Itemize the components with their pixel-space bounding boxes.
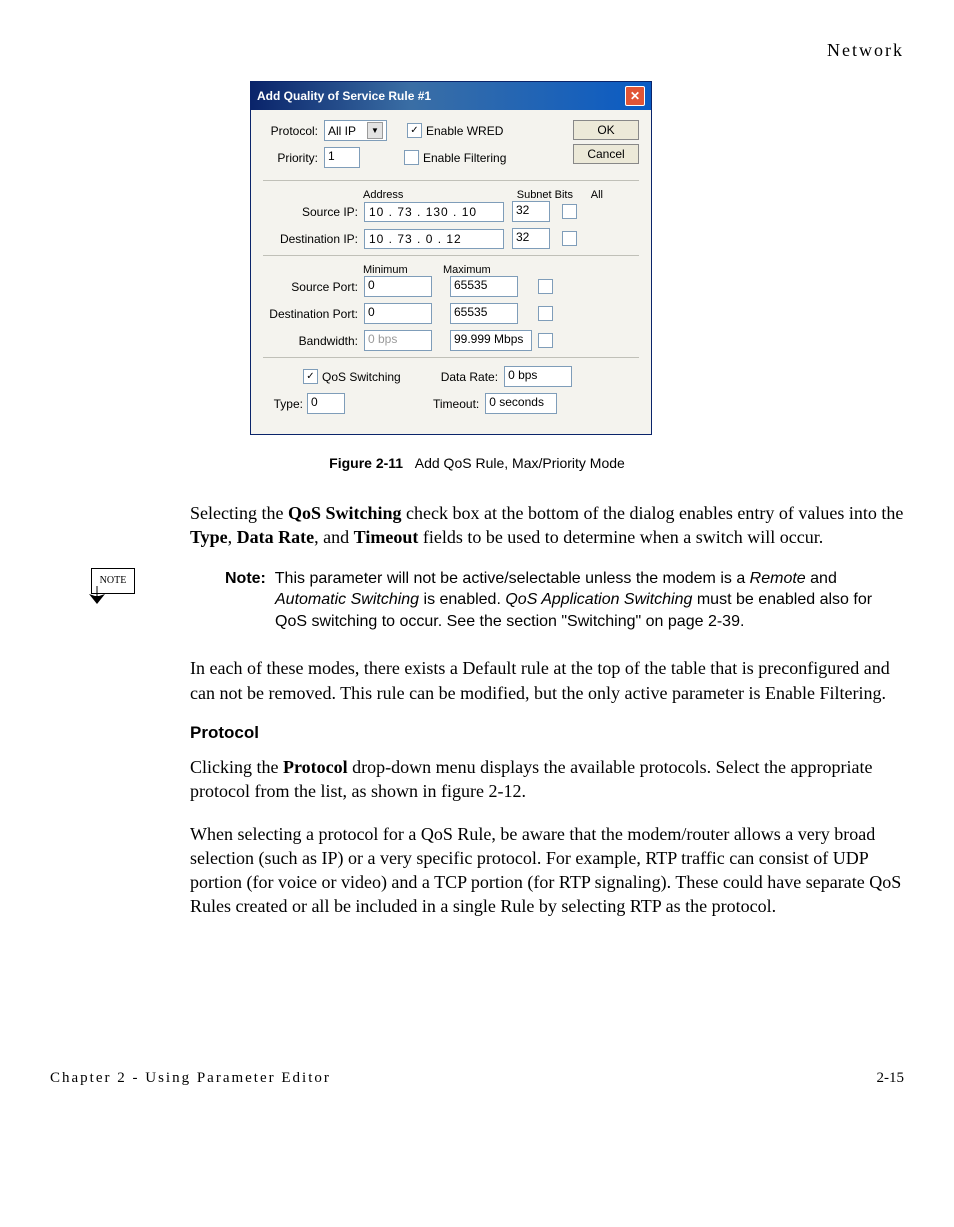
figure-caption-text: Add QoS Rule, Max/Priority Mode xyxy=(415,455,625,471)
enable-filtering-label: Enable Filtering xyxy=(423,151,506,165)
dest-port-all-checkbox[interactable] xyxy=(538,306,553,321)
timeout-input[interactable]: 0 seconds xyxy=(485,393,557,414)
enable-wred-checkbox[interactable]: ✓ xyxy=(407,123,422,138)
qos-switching-checkbox[interactable]: ✓ xyxy=(303,369,318,384)
note-block: NOTE Note: This parameter will not be ac… xyxy=(50,568,904,633)
source-port-max-input[interactable]: 65535 xyxy=(450,276,518,297)
dialog-title-text: Add Quality of Service Rule #1 xyxy=(257,89,431,103)
figure-caption: Figure 2-11 Add QoS Rule, Max/Priority M… xyxy=(50,455,904,471)
bandwidth-min-input: 0 bps xyxy=(364,330,432,351)
data-rate-label: Data Rate: xyxy=(441,370,498,384)
page-footer: Chapter 2 - Using Parameter Editor 2-15 xyxy=(50,1070,904,1087)
qos-dialog: Add Quality of Service Rule #1 ✕ Protoco… xyxy=(250,81,652,435)
source-port-min-input[interactable]: 0 xyxy=(364,276,432,297)
source-ip-label: Source IP: xyxy=(263,205,364,219)
dest-port-label: Destination Port: xyxy=(263,307,364,321)
dest-subnet-input[interactable]: 32 xyxy=(512,228,550,249)
footer-page-number: 2-15 xyxy=(877,1070,905,1087)
protocol-label: Protocol: xyxy=(263,124,324,138)
source-port-label: Source Port: xyxy=(263,280,364,294)
minimum-header: Minimum xyxy=(363,264,443,276)
note-arrow-icon xyxy=(89,586,109,606)
close-icon[interactable]: ✕ xyxy=(625,86,645,106)
footer-chapter-prefix: Chapter 2 - xyxy=(50,1070,145,1086)
cancel-button[interactable]: Cancel xyxy=(573,144,639,164)
bandwidth-max-input[interactable]: 99.999 Mbps xyxy=(450,330,532,351)
type-label: Type: xyxy=(263,397,307,411)
timeout-label: Timeout: xyxy=(433,397,479,411)
bandwidth-label: Bandwidth: xyxy=(263,334,364,348)
ok-button[interactable]: OK xyxy=(573,120,639,140)
paragraph-protocol-2: When selecting a protocol for a QoS Rule… xyxy=(190,822,904,919)
all-header: All xyxy=(573,189,603,201)
enable-wred-label: Enable WRED xyxy=(426,124,503,138)
qos-switching-label: QoS Switching xyxy=(322,370,401,384)
paragraph-qos-switching: Selecting the QoS Switching check box at… xyxy=(190,501,904,550)
dest-ip-input[interactable]: 10 . 73 . 0 . 12 xyxy=(364,229,504,249)
dest-ip-label: Destination IP: xyxy=(263,232,364,246)
note-icon: NOTE xyxy=(85,568,135,604)
data-rate-input[interactable]: 0 bps xyxy=(504,366,572,387)
dest-all-checkbox[interactable] xyxy=(562,231,577,246)
subnet-header: Subnet Bits xyxy=(503,189,573,201)
source-subnet-input[interactable]: 32 xyxy=(512,201,550,222)
dest-port-max-input[interactable]: 65535 xyxy=(450,303,518,324)
section-heading-protocol: Protocol xyxy=(190,723,904,743)
bandwidth-all-checkbox[interactable] xyxy=(538,333,553,348)
chevron-down-icon[interactable]: ▼ xyxy=(367,122,383,139)
paragraph-protocol-1: Clicking the Protocol drop-down menu dis… xyxy=(190,755,904,804)
type-input[interactable]: 0 xyxy=(307,393,345,414)
source-ip-input[interactable]: 10 . 73 . 130 . 10 xyxy=(364,202,504,222)
source-all-checkbox[interactable] xyxy=(562,204,577,219)
paragraph-default-rule: In each of these modes, there exists a D… xyxy=(190,656,904,705)
footer-chapter-title: Using Parameter Editor xyxy=(145,1070,331,1086)
dialog-titlebar: Add Quality of Service Rule #1 ✕ xyxy=(251,82,651,110)
priority-label: Priority: xyxy=(263,151,324,165)
protocol-value: All IP xyxy=(328,124,356,138)
figure-number: Figure 2-11 xyxy=(329,455,403,471)
source-port-all-checkbox[interactable] xyxy=(538,279,553,294)
page-header: Network xyxy=(50,40,904,61)
note-text: Note: This parameter will not be active/… xyxy=(225,568,904,633)
enable-filtering-checkbox[interactable] xyxy=(404,150,419,165)
address-header: Address xyxy=(363,189,503,201)
dest-port-min-input[interactable]: 0 xyxy=(364,303,432,324)
priority-input[interactable]: 1 xyxy=(324,147,360,168)
protocol-select[interactable]: All IP ▼ xyxy=(324,120,387,141)
maximum-header: Maximum xyxy=(443,264,523,276)
